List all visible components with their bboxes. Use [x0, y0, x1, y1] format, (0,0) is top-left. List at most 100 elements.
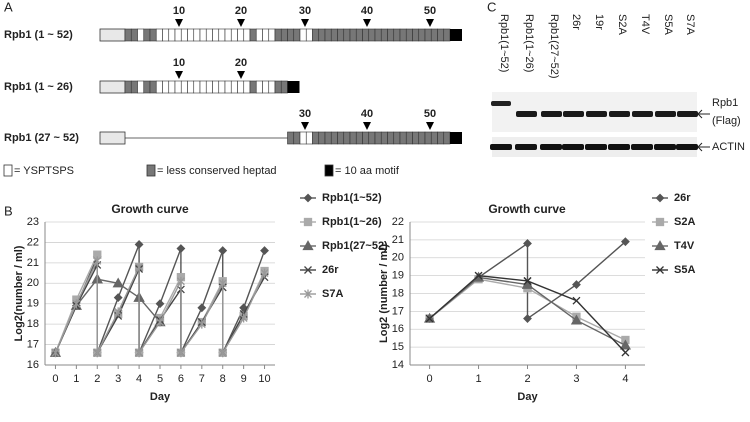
- marker: [176, 276, 185, 286]
- heptad: [343, 28, 351, 42]
- marker: [474, 271, 483, 280]
- heptad: [312, 131, 320, 145]
- heptad: [162, 28, 170, 42]
- position-label: 10: [173, 57, 185, 69]
- lane-label: Rpb1(1~26): [523, 14, 535, 72]
- heptad: [337, 131, 345, 145]
- heptad: [287, 28, 295, 42]
- heptad: [187, 28, 195, 42]
- heptad: [412, 28, 420, 42]
- band: [676, 144, 698, 150]
- legend-label: S5A: [674, 264, 695, 276]
- heptad: [180, 28, 188, 42]
- x-tick-label: 2: [524, 373, 530, 385]
- heptad: [212, 28, 220, 42]
- heptad: [387, 28, 395, 42]
- marker: [135, 262, 144, 272]
- lane-label: S2A: [616, 14, 628, 35]
- band-label: Rpb1: [712, 97, 738, 109]
- band: [516, 111, 537, 117]
- chart-title: Growth curve: [111, 202, 189, 216]
- y-tick-label: 18: [392, 287, 404, 299]
- band: [515, 144, 537, 150]
- legend-label: S2A: [674, 216, 695, 228]
- x-tick-label: 8: [220, 373, 226, 385]
- x-tick-label: 4: [136, 373, 142, 385]
- marker: [218, 246, 228, 256]
- heptad: [430, 131, 438, 145]
- band: [563, 111, 584, 117]
- marker: [176, 348, 185, 358]
- position-arrow: [237, 71, 245, 79]
- motif: [450, 29, 462, 41]
- marker: [135, 348, 144, 358]
- position-arrow: [426, 122, 434, 130]
- heptad: [137, 80, 145, 94]
- heptad: [330, 28, 338, 42]
- arrow: [697, 142, 710, 152]
- y-tick-label: 22: [27, 236, 39, 248]
- heptad: [149, 28, 157, 42]
- heptad: [199, 80, 207, 94]
- position-label: 30: [299, 5, 311, 17]
- heptad: [193, 28, 201, 42]
- heptad: [293, 131, 301, 145]
- position-arrow: [301, 19, 309, 27]
- heptad: [368, 131, 376, 145]
- heptad: [305, 131, 313, 145]
- band: [490, 144, 512, 150]
- row-label: Rpb1 (1 ~ 52): [4, 29, 73, 41]
- heptad: [262, 80, 270, 94]
- band-label: ACTIN: [712, 141, 745, 153]
- legend-label: 26r: [674, 192, 691, 204]
- x-tick-label: 0: [52, 373, 58, 385]
- marker: [197, 319, 206, 329]
- x-tick-label: 5: [157, 373, 163, 385]
- heptad: [443, 131, 451, 145]
- legend-label: = less conserved heptad: [157, 165, 277, 177]
- heptad: [380, 28, 388, 42]
- heptad: [318, 28, 326, 42]
- x-tick-label: 1: [475, 373, 481, 385]
- heptad: [343, 131, 351, 145]
- position-label: 20: [235, 5, 247, 17]
- marker: [620, 237, 630, 247]
- heptad: [393, 28, 401, 42]
- heptad: [355, 28, 363, 42]
- heptad: [418, 131, 426, 145]
- heptad: [174, 28, 182, 42]
- heptad: [237, 80, 245, 94]
- heptad: [312, 28, 320, 42]
- y-tick-label: 15: [392, 341, 404, 353]
- y-tick-label: 20: [392, 252, 404, 264]
- heptad: [355, 131, 363, 145]
- position-arrow: [237, 19, 245, 27]
- heptad: [424, 131, 432, 145]
- x-tick-label: 2: [94, 373, 100, 385]
- y-tick-label: 17: [392, 305, 404, 317]
- heptad: [368, 28, 376, 42]
- legend-label: 26r: [322, 264, 339, 276]
- lane-label: 26r: [570, 14, 582, 30]
- y-tick-label: 19: [27, 298, 39, 310]
- position-label: 10: [173, 5, 185, 17]
- heptad: [193, 80, 201, 94]
- marker: [523, 239, 532, 248]
- heptad: [180, 80, 188, 94]
- heptad: [243, 28, 251, 42]
- marker: [425, 314, 434, 323]
- heptad: [143, 28, 151, 42]
- heptad: [430, 28, 438, 42]
- heptad: [162, 80, 170, 94]
- heptad: [155, 80, 163, 94]
- position-arrow: [301, 122, 309, 130]
- band: [632, 111, 653, 117]
- marker: [572, 280, 581, 289]
- legend-label: Rpb1(1~52): [322, 192, 382, 204]
- heptad: [374, 28, 382, 42]
- heptad: [205, 28, 213, 42]
- lane-label: T4V: [639, 14, 651, 35]
- legend-swatch: [324, 164, 334, 177]
- heptad: [318, 131, 326, 145]
- y-tick-label: 18: [27, 318, 39, 330]
